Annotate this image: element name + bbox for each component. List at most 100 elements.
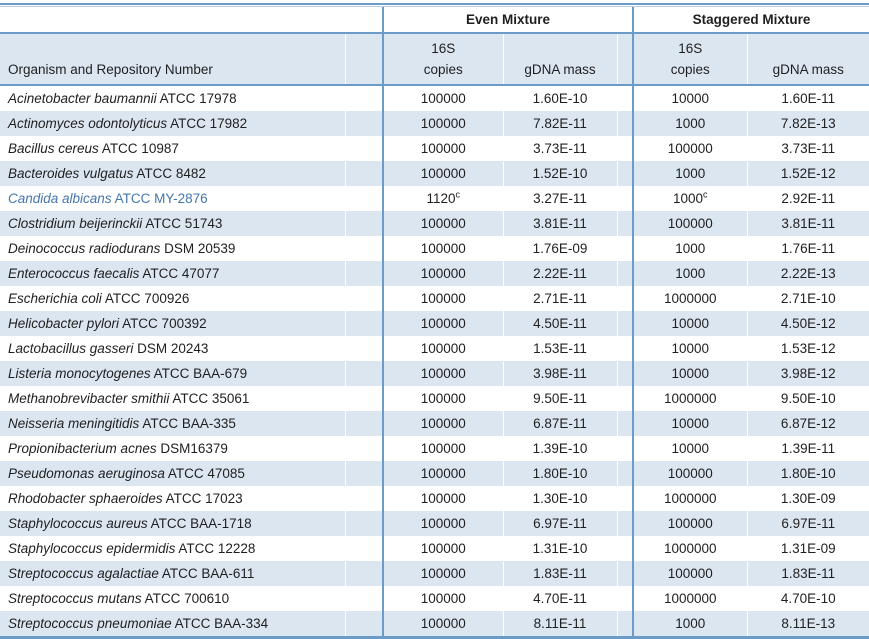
- organism-name-italic: Streptococcus mutans: [8, 591, 142, 606]
- even-gdna-mass-cell: 1.39E-10: [502, 436, 617, 461]
- spacer-cell-1: [344, 336, 383, 361]
- staggered-16s-copies-cell: 1000: [632, 261, 748, 286]
- even-gdna-mass-cell: 6.97E-11: [502, 511, 617, 536]
- even-16s-label: 16S: [431, 41, 456, 56]
- spacer-cell-1: [344, 461, 383, 486]
- spacer-cell-2: [616, 136, 634, 161]
- table-row: Lactobacillus gasseri DSM 20243 100000 1…: [0, 336, 869, 361]
- spacer-cell-1: [344, 586, 383, 611]
- organism-name-italic: Lactobacillus gasseri: [8, 341, 134, 356]
- staggered-gdna-mass-cell: 1.60E-11: [746, 85, 869, 111]
- staggered-16s-copies-cell: 1000000: [632, 286, 748, 311]
- staggered-16s-copies-cell: 100000: [632, 136, 748, 161]
- staggered-16s-copies-cell: 10000: [632, 411, 748, 436]
- organism-cell: Helicobacter pylori ATCC 700392: [0, 311, 345, 336]
- organism-cell: Acinetobacter baumannii ATCC 17978: [0, 85, 345, 111]
- table-top-border-inner: [0, 6, 869, 7]
- spacer-cell-2: [616, 611, 634, 636]
- staggered-16s-copies-cell: 10000: [632, 311, 748, 336]
- spacer-cell-2: [616, 361, 634, 386]
- table-row: Neisseria meningitidis ATCC BAA-335 1000…: [0, 411, 869, 436]
- even-gdna-mass-cell: 4.50E-11: [502, 311, 617, 336]
- organism-cell: Bacteroides vulgatus ATCC 8482: [0, 161, 345, 186]
- organism-cell: Listeria monocytogenes ATCC BAA-679: [0, 361, 345, 386]
- repository-number: ATCC 17023: [165, 491, 243, 506]
- organism-name-italic: Deinococcus radiodurans: [8, 241, 161, 256]
- even-16s-copies-cell: 100000: [382, 611, 503, 636]
- staggered-16s-copies-cell: 100000: [632, 561, 748, 586]
- staggered-gdna-mass-cell: 1.31E-09: [746, 536, 869, 561]
- repository-number: ATCC 700610: [144, 591, 230, 606]
- sub-header-spacer-1: [344, 33, 383, 86]
- table-row: Candida albicans ATCC MY-2876 1120c 3.27…: [0, 186, 869, 211]
- even-16s-copies-cell: 100000: [382, 461, 503, 486]
- even-gdna-mass-cell: 3.73E-11: [502, 136, 617, 161]
- even-16s-copies-cell: 100000: [382, 536, 503, 561]
- even-copies-label: copies: [423, 62, 463, 77]
- even-16s-copies-cell: 100000: [382, 236, 503, 261]
- even-gdna-mass-cell: 1.83E-11: [502, 561, 617, 586]
- staggered-16s-copies-cell: 100000: [632, 511, 748, 536]
- organism-cell: Bacillus cereus ATCC 10987: [0, 136, 345, 161]
- spacer-cell-2: [616, 111, 634, 136]
- spacer-cell-1: [344, 186, 383, 211]
- spacer-cell-1: [344, 261, 383, 286]
- spacer-cell-2: [616, 486, 634, 511]
- spacer-cell-2: [616, 386, 634, 411]
- staggered-gdna-mass-cell: 1.80E-10: [746, 461, 869, 486]
- spacer-cell-1: [344, 561, 383, 586]
- table-row: Deinococcus radiodurans DSM 20539 100000…: [0, 236, 869, 261]
- mock-community-table: Even Mixture Staggered Mixture Organism …: [0, 7, 869, 636]
- organism-cell: Lactobacillus gasseri DSM 20243: [0, 336, 345, 361]
- organism-name-italic: Bacillus cereus: [8, 141, 99, 156]
- staggered-copies-label: copies: [670, 62, 710, 77]
- staggered-gdna-mass-cell: 3.81E-11: [746, 211, 869, 236]
- even-gdna-mass-cell: 2.71E-11: [502, 286, 617, 311]
- spacer-cell-1: [344, 286, 383, 311]
- even-gdna-mass-cell: 1.53E-11: [502, 336, 617, 361]
- staggered-mixture-header: Staggered Mixture: [632, 7, 869, 34]
- even-gdna-mass-cell: 1.80E-10: [502, 461, 617, 486]
- table-row: Methanobrevibacter smithii ATCC 35061 10…: [0, 386, 869, 411]
- organism-name-italic: Pseudomonas aeruginosa: [8, 466, 165, 481]
- spacer-cell-1: [344, 386, 383, 411]
- even-16s-copies-cell: 100000: [382, 361, 503, 386]
- even-16s-copies-cell: 100000: [382, 311, 503, 336]
- even-gdna-mass-cell: 1.30E-10: [502, 486, 617, 511]
- organism-cell: Escherichia coli ATCC 700926: [0, 286, 345, 311]
- staggered-gdna-mass-cell: 4.50E-12: [746, 311, 869, 336]
- staggered-gdna-mass-cell: 4.70E-10: [746, 586, 869, 611]
- spacer-cell-1: [344, 161, 383, 186]
- repository-number: ATCC 47085: [167, 466, 245, 481]
- organism-cell: Staphylococcus epidermidis ATCC 12228: [0, 536, 345, 561]
- even-gdna-mass-cell: 1.52E-10: [502, 161, 617, 186]
- spacer-cell-1: [344, 311, 383, 336]
- staggered-gdna-mass-cell: 1.76E-11: [746, 236, 869, 261]
- even-gdna-mass-cell: 9.50E-11: [502, 386, 617, 411]
- repository-number: ATCC BAA-1718: [150, 516, 252, 531]
- table-row: Bacillus cereus ATCC 10987 100000 3.73E-…: [0, 136, 869, 161]
- staggered-16s-copies-cell: 1000000: [632, 486, 748, 511]
- table-header: Even Mixture Staggered Mixture Organism …: [0, 7, 869, 86]
- repository-number: ATCC 10987: [101, 141, 179, 156]
- staggered-16s-copies-cell: 1000: [632, 161, 748, 186]
- staggered-gdna-mass-cell: 6.97E-11: [746, 511, 869, 536]
- even-16s-copies-cell: 100000: [382, 436, 503, 461]
- organism-name-italic: Helicobacter pylori: [8, 316, 120, 331]
- even-gdna-mass-cell: 1.76E-09: [502, 236, 617, 261]
- repository-number: ATCC 700926: [104, 291, 190, 306]
- staggered-gdna-mass-cell: 2.92E-11: [746, 186, 869, 211]
- organism-cell: Deinococcus radiodurans DSM 20539: [0, 236, 345, 261]
- repository-number: ATCC BAA-679: [153, 366, 248, 381]
- organism-name-italic: Staphylococcus aureus: [8, 516, 148, 531]
- even-mixture-header: Even Mixture: [381, 7, 634, 34]
- repository-number: ATCC 17978: [159, 91, 237, 106]
- repository-number: DSM 20539: [164, 241, 236, 256]
- spacer-cell-1: [344, 511, 383, 536]
- table-row: Streptococcus pneumoniae ATCC BAA-334 10…: [0, 611, 869, 636]
- table-row: Clostridium beijerinckii ATCC 51743 1000…: [0, 211, 869, 236]
- even-16s-copies-cell: 100000: [382, 286, 503, 311]
- repository-number: ATCC BAA-334: [174, 616, 269, 631]
- staggered-16s-copies-cell: 100000: [632, 211, 748, 236]
- spacer-cell-1: [344, 436, 383, 461]
